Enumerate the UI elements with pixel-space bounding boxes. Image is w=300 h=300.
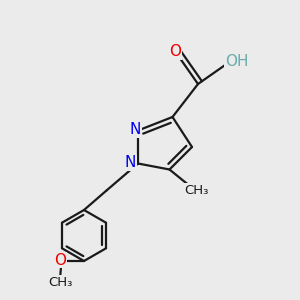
Text: N: N: [130, 122, 141, 137]
Text: CH₃: CH₃: [49, 275, 73, 289]
Text: O: O: [169, 44, 181, 59]
Text: N: N: [125, 155, 136, 170]
Text: O: O: [54, 253, 66, 268]
Text: CH₃: CH₃: [184, 184, 209, 197]
Text: OH: OH: [225, 54, 249, 69]
